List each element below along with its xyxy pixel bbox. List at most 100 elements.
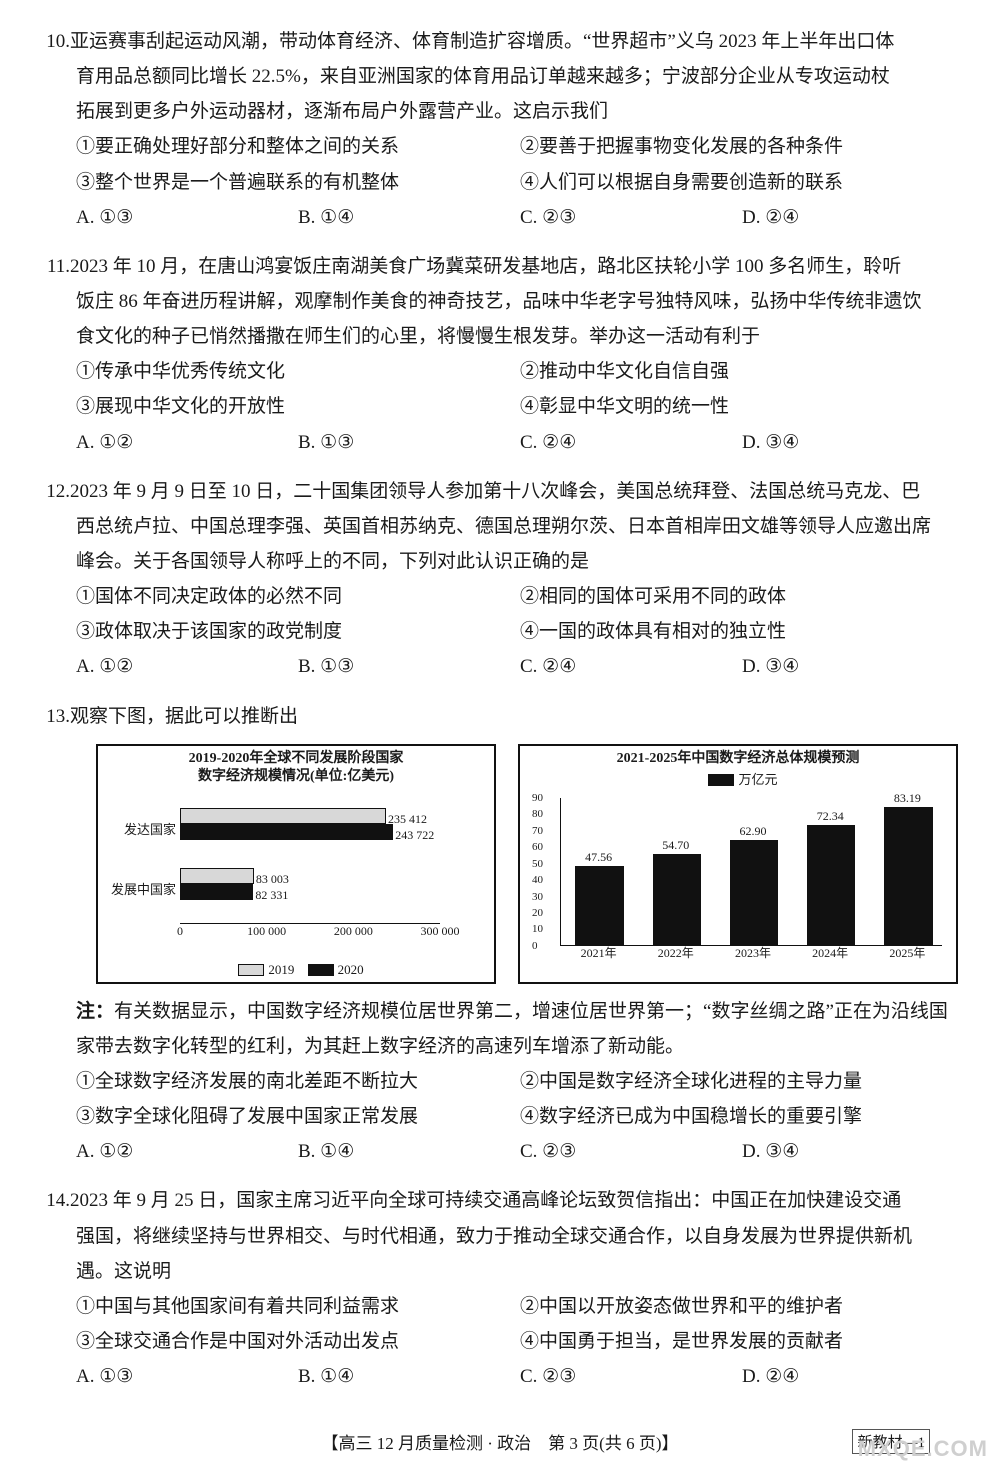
statements: ①中国与其他国家间有着共同利益需求 ②中国以开放姿态做世界和平的维护者 ③全球交… — [36, 1289, 964, 1359]
chart-left-title: 2019-2020年全球不同发展阶段国家 数字经济规模情况(单位:亿美元) — [98, 746, 494, 786]
question-stem: 12.2023 年 9 月 9 日至 10 日，二十国集团领导人参加第十八次峰会… — [36, 474, 964, 509]
stem-line: 强国，将继续坚持与世界相交、与时代相通，致力于推动全球交通合作，以自身发展为世界… — [36, 1219, 964, 1254]
stem-line: 峰会。关于各国领导人称呼上的不同，下列对此认识正确的是 — [36, 544, 964, 579]
statement: ④人们可以根据自身需要创造新的联系 — [520, 165, 964, 200]
y-tick-label: 90 — [532, 788, 543, 808]
statement: ②要善于把握事物变化发展的各种条件 — [520, 129, 964, 164]
chart-left: 2019-2020年全球不同发展阶段国家 数字经济规模情况(单位:亿美元) 0 1… — [96, 744, 496, 984]
legend-swatch-2019 — [238, 964, 264, 976]
options: A. ①② B. ①④ C. ②③ D. ③④ — [36, 1134, 964, 1169]
statements: ①全球数字经济发展的南北差距不断拉大 ②中国是数字经济全球化进程的主导力量 ③数… — [36, 1064, 964, 1134]
chart-note: 注：有关数据显示，中国数字经济规模位居世界第二，增速位居世界第一；“数字丝绸之路… — [36, 994, 964, 1064]
watermark: MXQE.COM — [858, 1436, 988, 1462]
chart-title-line: 2019-2020年全球不同发展阶段国家 — [98, 750, 494, 768]
bar — [575, 866, 623, 946]
bar — [180, 808, 386, 824]
stem-line: 遇。这说明 — [36, 1254, 964, 1289]
statement: ③政体取决于该国家的政党制度 — [76, 614, 520, 649]
options: A. ①② B. ①③ C. ②④ D. ③④ — [36, 425, 964, 460]
category-label: 发达国家 — [108, 818, 176, 842]
bar — [653, 854, 701, 946]
question-12: 12.2023 年 9 月 9 日至 10 日，二十国集团领导人参加第十八次峰会… — [36, 474, 964, 685]
stem-line: 饭庄 86 年奋进历程讲解，观摩制作美食的神奇技艺，品味中华老字号独特风味，弘扬… — [36, 284, 964, 319]
option-a: A. ①③ — [76, 1359, 298, 1394]
legend-label: 万亿元 — [738, 772, 777, 787]
question-13: 13.观察下图，据此可以推断出 2019-2020年全球不同发展阶段国家 数字经… — [36, 699, 964, 1170]
options: A. ①③ B. ①④ C. ②③ D. ②④ — [36, 1359, 964, 1394]
option-c: C. ②③ — [520, 1134, 742, 1169]
x-tick-label: 300 000 — [421, 920, 460, 942]
chart-right-title: 2021-2025年中国数字经济总体规模预测 — [520, 746, 956, 768]
page-footer: 【高三 12 月质量检测 · 政治 第 3 页(共 6 页)】 — [0, 1429, 1000, 1454]
option-d: D. ③④ — [742, 649, 964, 684]
option-b: B. ①③ — [298, 649, 520, 684]
stem-line: 食文化的种子已悄然播撒在师生们的心里，将慢慢生根发芽。举办这一活动有利于 — [36, 319, 964, 354]
statements: ①国体不同决定政体的必然不同 ②相同的国体可采用不同的政体 ③政体取决于该国家的… — [36, 579, 964, 649]
option-b: B. ①④ — [298, 1134, 520, 1169]
exam-page: { "questions": { "q10": { "num": "10.", … — [0, 0, 1000, 1468]
option-c: C. ②③ — [520, 200, 742, 235]
x-tick-label: 2025年 — [889, 942, 925, 964]
statement: ①中国与其他国家间有着共同利益需求 — [76, 1289, 520, 1324]
stem-line: 西总统卢拉、中国总理李强、英国首相苏纳克、德国总理朔尔茨、日本首相岸田文雄等领导… — [36, 509, 964, 544]
x-tick-label: 2022年 — [658, 942, 694, 964]
statement: ②推动中华文化自信自强 — [520, 354, 964, 389]
statements: ①传承中华优秀传统文化 ②推动中华文化自信自强 ③展现中华文化的开放性 ④彰显中… — [36, 354, 964, 424]
option-d: D. ②④ — [742, 200, 964, 235]
bar-value-label: 72.34 — [817, 805, 844, 827]
chart-right: 2021-2025年中国数字经济总体规模预测 万亿元 0102030405060… — [518, 744, 958, 984]
stem-first-line: 亚运赛事刮起运动风潮，带动体育经济、体育制造扩容增质。“世界超市”义乌 2023… — [70, 31, 894, 52]
chart-title-line: 数字经济规模情况(单位:亿美元) — [98, 768, 494, 786]
statement: ④数字经济已成为中国稳增长的重要引擎 — [520, 1099, 964, 1134]
y-axis — [560, 798, 561, 946]
option-d: D. ③④ — [742, 425, 964, 460]
stem-first-line: 2023 年 9 月 9 日至 10 日，二十国集团领导人参加第十八次峰会，美国… — [70, 481, 920, 502]
bar — [807, 825, 855, 946]
chart-area: 2019-2020年全球不同发展阶段国家 数字经济规模情况(单位:亿美元) 0 1… — [96, 744, 964, 984]
bar-value-label: 82 331 — [255, 884, 288, 906]
statement: ③全球交通合作是中国对外活动出发点 — [76, 1324, 520, 1359]
x-tick-label: 100 000 — [247, 920, 286, 942]
x-tick-label: 200 000 — [334, 920, 373, 942]
bar — [180, 868, 254, 884]
statement: ②中国以开放姿态做世界和平的维护者 — [520, 1289, 964, 1324]
chart-left-legend: 2019 2020 — [98, 958, 494, 982]
bar-value-label: 243 722 — [395, 824, 434, 846]
statement: ②相同的国体可采用不同的政体 — [520, 579, 964, 614]
question-stem: 11.2023 年 10 月，在唐山鸿宴饭庄南湖美食广场冀菜研发基地店，路北区扶… — [36, 249, 964, 284]
option-a: A. ①② — [76, 649, 298, 684]
chart-left-plot: 0100 000200 000300 000发达国家235 412243 722… — [108, 788, 484, 958]
legend-label: 2019 — [268, 962, 294, 977]
x-tick-label: 2021年 — [581, 942, 617, 964]
question-number: 10. — [36, 24, 70, 59]
statement: ③数字全球化阻碍了发展中国家正常发展 — [76, 1099, 520, 1134]
option-d: D. ②④ — [742, 1359, 964, 1394]
option-a: A. ①② — [76, 425, 298, 460]
statement: ①国体不同决定政体的必然不同 — [76, 579, 520, 614]
x-tick-label: 0 — [177, 920, 183, 942]
question-number: 11. — [36, 249, 70, 284]
question-14: 14.2023 年 9 月 25 日，国家主席习近平向全球可持续交通高峰论坛致贺… — [36, 1183, 964, 1394]
bar — [884, 807, 932, 946]
options: A. ①② B. ①③ C. ②④ D. ③④ — [36, 649, 964, 684]
statement: ④中国勇于担当，是世界发展的贡献者 — [520, 1324, 964, 1359]
legend-label: 2020 — [338, 962, 364, 977]
stem-first-line: 观察下图，据此可以推断出 — [70, 706, 298, 727]
statements: ①要正确处理好部分和整体之间的关系 ②要善于把握事物变化发展的各种条件 ③整个世… — [36, 129, 964, 199]
chart-right-legend: 万亿元 — [520, 768, 956, 792]
question-stem: 13.观察下图，据此可以推断出 — [36, 699, 964, 734]
note-text: 有关数据显示，中国数字经济规模位居世界第二，增速位居世界第一；“数字丝绸之路”正… — [76, 1001, 948, 1057]
bar — [180, 884, 253, 900]
option-c: C. ②③ — [520, 1359, 742, 1394]
statement: ①要正确处理好部分和整体之间的关系 — [76, 129, 520, 164]
question-number: 14. — [36, 1183, 70, 1218]
statement: ②中国是数字经济全球化进程的主导力量 — [520, 1064, 964, 1099]
option-c: C. ②④ — [520, 649, 742, 684]
option-c: C. ②④ — [520, 425, 742, 460]
note-label: 注： — [76, 1001, 114, 1022]
statement: ④一国的政体具有相对的独立性 — [520, 614, 964, 649]
option-a: A. ①③ — [76, 200, 298, 235]
x-tick-label: 2023年 — [735, 942, 771, 964]
question-number: 13. — [36, 699, 70, 734]
bar — [730, 840, 778, 945]
